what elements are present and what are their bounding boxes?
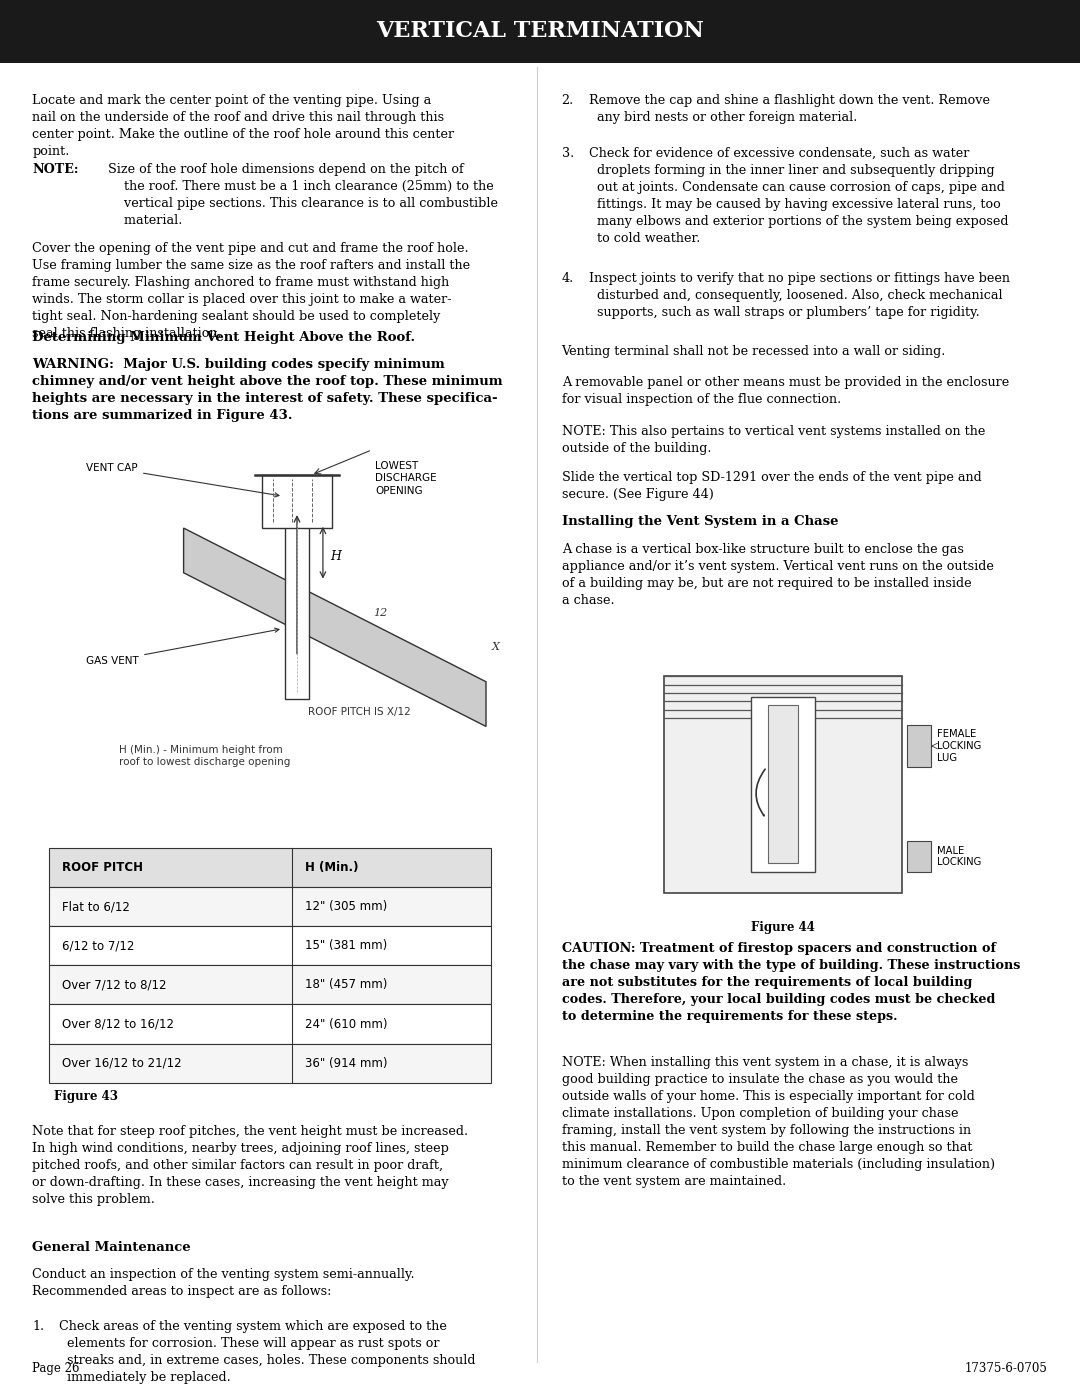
Text: NOTE: This also pertains to vertical vent systems installed on the
outside of th: NOTE: This also pertains to vertical ven… bbox=[562, 425, 985, 454]
Text: WARNING:  Major U.S. building codes specify minimum
chimney and/or vent height a: WARNING: Major U.S. building codes speci… bbox=[32, 358, 503, 422]
Text: H (Min.) - Minimum height from
roof to lowest discharge opening: H (Min.) - Minimum height from roof to l… bbox=[119, 745, 291, 767]
FancyBboxPatch shape bbox=[49, 1004, 491, 1044]
FancyBboxPatch shape bbox=[49, 926, 491, 965]
Text: 18" (457 mm): 18" (457 mm) bbox=[306, 978, 388, 992]
Text: Over 8/12 to 16/12: Over 8/12 to 16/12 bbox=[62, 1017, 174, 1031]
FancyBboxPatch shape bbox=[262, 475, 333, 528]
Text: Remove the cap and shine a flashlight down the vent. Remove
  any bird nests or : Remove the cap and shine a flashlight do… bbox=[589, 94, 989, 123]
FancyBboxPatch shape bbox=[285, 517, 309, 698]
Text: Figure 43: Figure 43 bbox=[54, 1090, 118, 1102]
Text: ROOF PITCH IS X/12: ROOF PITCH IS X/12 bbox=[308, 707, 410, 717]
FancyBboxPatch shape bbox=[907, 725, 931, 767]
Text: LOWEST
DISCHARGE
OPENING: LOWEST DISCHARGE OPENING bbox=[376, 461, 437, 496]
FancyBboxPatch shape bbox=[0, 0, 1080, 63]
Text: H (Min.): H (Min.) bbox=[306, 861, 359, 875]
Text: 6/12 to 7/12: 6/12 to 7/12 bbox=[62, 939, 134, 953]
FancyBboxPatch shape bbox=[769, 705, 797, 863]
Text: 12: 12 bbox=[374, 608, 388, 617]
Text: A removable panel or other means must be provided in the enclosure
for visual in: A removable panel or other means must be… bbox=[562, 376, 1009, 405]
Text: Check for evidence of excessive condensate, such as water
  droplets forming in : Check for evidence of excessive condensa… bbox=[589, 147, 1008, 244]
Text: NOTE: When installing this vent system in a chase, it is always
good building pr: NOTE: When installing this vent system i… bbox=[562, 1056, 995, 1187]
Text: Installing the Vent System in a Chase: Installing the Vent System in a Chase bbox=[562, 515, 838, 528]
Polygon shape bbox=[184, 528, 486, 726]
Text: GAS VENT: GAS VENT bbox=[86, 629, 279, 665]
Text: A chase is a vertical box-like structure built to enclose the gas
appliance and/: A chase is a vertical box-like structure… bbox=[562, 543, 994, 608]
Text: Figure 44: Figure 44 bbox=[751, 921, 815, 933]
FancyArrowPatch shape bbox=[756, 770, 765, 816]
Text: NOTE:: NOTE: bbox=[32, 163, 79, 176]
FancyBboxPatch shape bbox=[49, 1044, 491, 1083]
Text: 2.: 2. bbox=[562, 94, 573, 106]
Text: Determining Minimum Vent Height Above the Roof.: Determining Minimum Vent Height Above th… bbox=[32, 331, 416, 344]
Text: Conduct an inspection of the venting system semi-annually.
Recommended areas to : Conduct an inspection of the venting sys… bbox=[32, 1268, 415, 1298]
Text: CAUTION: Treatment of firestop spacers and construction of
the chase may vary wi: CAUTION: Treatment of firestop spacers a… bbox=[562, 942, 1020, 1023]
FancyBboxPatch shape bbox=[49, 887, 491, 926]
Text: 1.: 1. bbox=[32, 1320, 44, 1333]
Text: 3.: 3. bbox=[562, 147, 573, 159]
FancyBboxPatch shape bbox=[907, 841, 931, 872]
Text: Venting terminal shall not be recessed into a wall or siding.: Venting terminal shall not be recessed i… bbox=[562, 345, 946, 358]
Text: H: H bbox=[330, 550, 341, 563]
FancyBboxPatch shape bbox=[664, 676, 902, 893]
Text: Check areas of the venting system which are exposed to the
  elements for corros: Check areas of the venting system which … bbox=[59, 1320, 476, 1384]
Text: 12" (305 mm): 12" (305 mm) bbox=[306, 900, 388, 914]
Text: FEMALE
LOCKING
LUG: FEMALE LOCKING LUG bbox=[937, 729, 982, 763]
Text: Page 26: Page 26 bbox=[32, 1362, 80, 1375]
Text: Locate and mark the center point of the venting pipe. Using a
nail on the unders: Locate and mark the center point of the … bbox=[32, 94, 455, 158]
Text: 24" (610 mm): 24" (610 mm) bbox=[306, 1017, 388, 1031]
FancyBboxPatch shape bbox=[49, 848, 491, 887]
Text: 36" (914 mm): 36" (914 mm) bbox=[306, 1056, 388, 1070]
FancyBboxPatch shape bbox=[751, 697, 815, 872]
Text: Slide the vertical top SD-1291 over the ends of the vent pipe and
secure. (See F: Slide the vertical top SD-1291 over the … bbox=[562, 471, 982, 500]
Text: MALE
LOCKING: MALE LOCKING bbox=[937, 845, 982, 868]
Text: Size of the roof hole dimensions depend on the pitch of
    the roof. There must: Size of the roof hole dimensions depend … bbox=[108, 163, 498, 228]
Text: 15" (381 mm): 15" (381 mm) bbox=[306, 939, 388, 953]
Text: Note that for steep roof pitches, the vent height must be increased.
In high win: Note that for steep roof pitches, the ve… bbox=[32, 1125, 469, 1206]
Text: Flat to 6/12: Flat to 6/12 bbox=[62, 900, 130, 914]
Text: X: X bbox=[491, 641, 499, 652]
Text: Inspect joints to verify that no pipe sections or fittings have been
  disturbed: Inspect joints to verify that no pipe se… bbox=[589, 272, 1010, 320]
Text: 17375-6-0705: 17375-6-0705 bbox=[964, 1362, 1048, 1375]
Text: ROOF PITCH: ROOF PITCH bbox=[62, 861, 143, 875]
Text: VERTICAL TERMINATION: VERTICAL TERMINATION bbox=[376, 21, 704, 42]
FancyBboxPatch shape bbox=[49, 965, 491, 1004]
Text: VENT CAP: VENT CAP bbox=[86, 462, 279, 497]
Text: General Maintenance: General Maintenance bbox=[32, 1241, 191, 1253]
Text: Cover the opening of the vent pipe and cut and frame the roof hole.
Use framing : Cover the opening of the vent pipe and c… bbox=[32, 242, 471, 339]
Text: 4.: 4. bbox=[562, 272, 573, 285]
Text: Over 16/12 to 21/12: Over 16/12 to 21/12 bbox=[62, 1056, 181, 1070]
Text: Over 7/12 to 8/12: Over 7/12 to 8/12 bbox=[62, 978, 166, 992]
